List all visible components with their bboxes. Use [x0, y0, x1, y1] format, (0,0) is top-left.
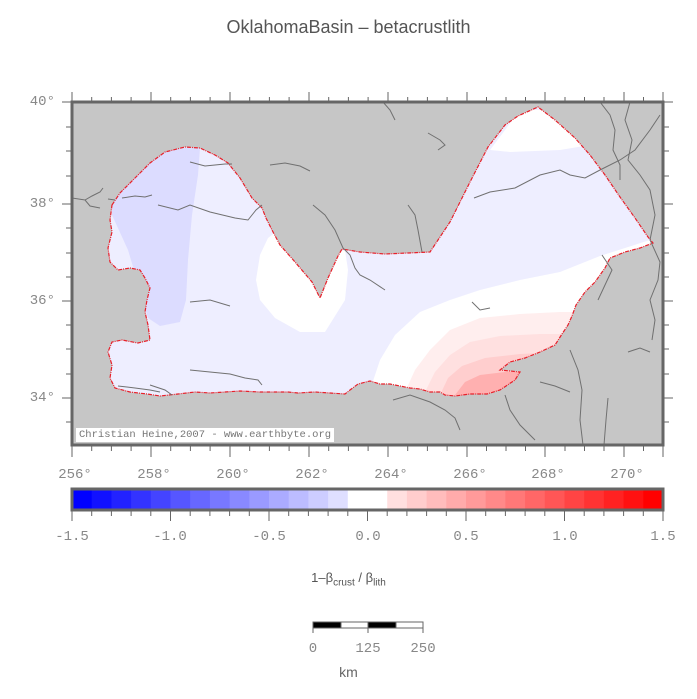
scalebar-label-250: 250	[410, 641, 436, 657]
colorbar	[72, 489, 664, 510]
y-label-36: 36°	[29, 293, 55, 309]
x-ticks	[71, 92, 664, 457]
x-label-262: 262°	[295, 467, 329, 483]
colorbar-label-neg1.5: -1.5	[55, 529, 89, 545]
x-label-258: 258°	[137, 467, 171, 483]
scalebar-unit: km	[339, 664, 358, 680]
colorbar-ticks	[71, 510, 664, 521]
map-title: OklahomaBasin – betacrustlith	[226, 17, 471, 37]
colorbar-label-1.5: 1.5	[650, 529, 676, 545]
map-frame	[70, 100, 665, 447]
y-label-40: 40°	[29, 94, 55, 110]
x-label-256: 256°	[58, 467, 92, 483]
scale-bar	[312, 621, 424, 633]
colorbar-label-1.0: 1.0	[552, 529, 578, 545]
scalebar-label-125: 125	[355, 641, 381, 657]
x-label-266: 266°	[453, 467, 487, 483]
colorbar-label-neg0.5: -0.5	[252, 529, 286, 545]
colorbar-label-neg1.0: -1.0	[153, 529, 187, 545]
colorbar-label-0.5: 0.5	[453, 529, 479, 545]
x-label-268: 268°	[531, 467, 565, 483]
y-ticks	[62, 101, 673, 423]
x-label-264: 264°	[374, 467, 408, 483]
x-label-260: 260°	[216, 467, 250, 483]
rivers	[72, 102, 661, 445]
scalebar-label-0: 0	[308, 641, 318, 657]
colorbar-title: 1–βcrust / βlith	[311, 570, 386, 589]
x-label-270: 270°	[610, 467, 644, 483]
y-label-34: 34°	[29, 390, 55, 406]
y-label-38: 38°	[29, 196, 55, 212]
colorbar-label-0.0: 0.0	[355, 529, 381, 545]
credit-label: Christian Heine,2007 - www.earthbyte.org	[76, 428, 335, 442]
